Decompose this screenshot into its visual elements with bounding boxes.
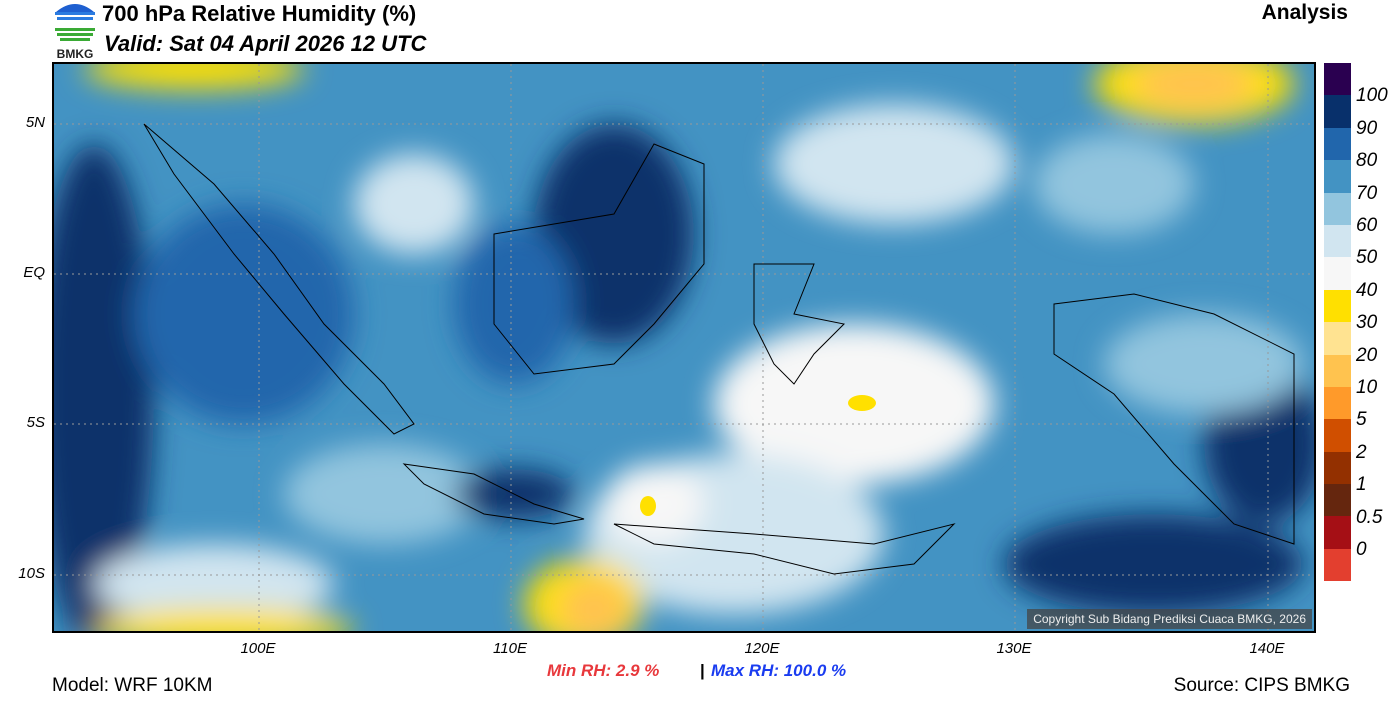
colorbar-label: 1 [1356,474,1367,496]
stats-separator: | [700,661,705,680]
model-label: Model: WRF 10KM [52,675,213,696]
lon-label: 130E [996,640,1032,657]
lat-label: 10S [18,565,45,582]
coastlines [143,123,1295,575]
colorbar-swatch [1324,484,1351,517]
colorbar-swatch [1324,548,1351,582]
colorbar-label: 70 [1356,182,1378,204]
humidity-map: Copyright Sub Bidang Prediksi Cuaca BMKG… [52,62,1316,633]
colorbar-swatch [1324,224,1351,258]
colorbar-label: 50 [1356,247,1378,269]
lat-label: 5S [26,414,45,431]
colorbar-label: 20 [1356,344,1378,366]
source-label: Source: CIPS BMKG [1173,675,1350,696]
min-rh: Min RH: 2.9 % [547,661,660,680]
colorbar-label: 5 [1356,409,1367,431]
lon-label: 110E [493,640,527,657]
colorbar-swatch [1324,451,1351,485]
colorbar-swatch [1324,127,1351,161]
colorbar-swatch [1324,419,1351,452]
lon-label: 120E [744,640,780,657]
map-title: 700 hPa Relative Humidity (%) [102,1,417,26]
colorbar-label: 60 [1356,215,1378,236]
colorbar-label: 2 [1356,441,1367,463]
lon-label: 100E [240,640,276,657]
colorbar-swatch [1324,516,1351,549]
colorbar-label: 0 [1356,539,1367,560]
max-rh: Max RH: 100.0 % [711,661,847,680]
rh-field [54,64,1314,631]
colorbar-swatch [1324,322,1351,355]
colorbar-swatch [1324,386,1351,420]
colorbar-label: 0.5 [1356,506,1383,528]
colorbar-label: 40 [1356,279,1378,301]
bmkg-logo: BMKG [50,0,100,61]
colorbar-swatch [1324,63,1351,96]
lat-label: EQ [23,264,45,281]
colorbar-label: 90 [1356,117,1378,139]
colorbar-swatch [1324,257,1351,290]
lat-label: 5N [25,114,45,131]
run-type: Analysis [1261,1,1348,24]
colorbar-label: 80 [1356,150,1378,172]
colorbar-label: 30 [1356,312,1378,334]
colorbar-label: 100 [1356,85,1388,107]
svg-text:BMKG: BMKG [57,47,94,60]
valid-time: Valid: Sat 04 April 2026 12 UTC [104,31,427,56]
colorbar-label: 10 [1356,377,1378,398]
copyright-text: Copyright Sub Bidang Prediksi Cuaca BMKG… [1027,609,1312,629]
colorbar-swatch [1324,160,1351,193]
colorbar [1324,63,1351,582]
colorbar-swatch [1324,95,1351,128]
colorbar-swatch [1324,289,1351,323]
colorbar-swatch [1324,192,1351,225]
colorbar-swatch [1324,354,1351,387]
lon-label: 140E [1249,640,1285,657]
